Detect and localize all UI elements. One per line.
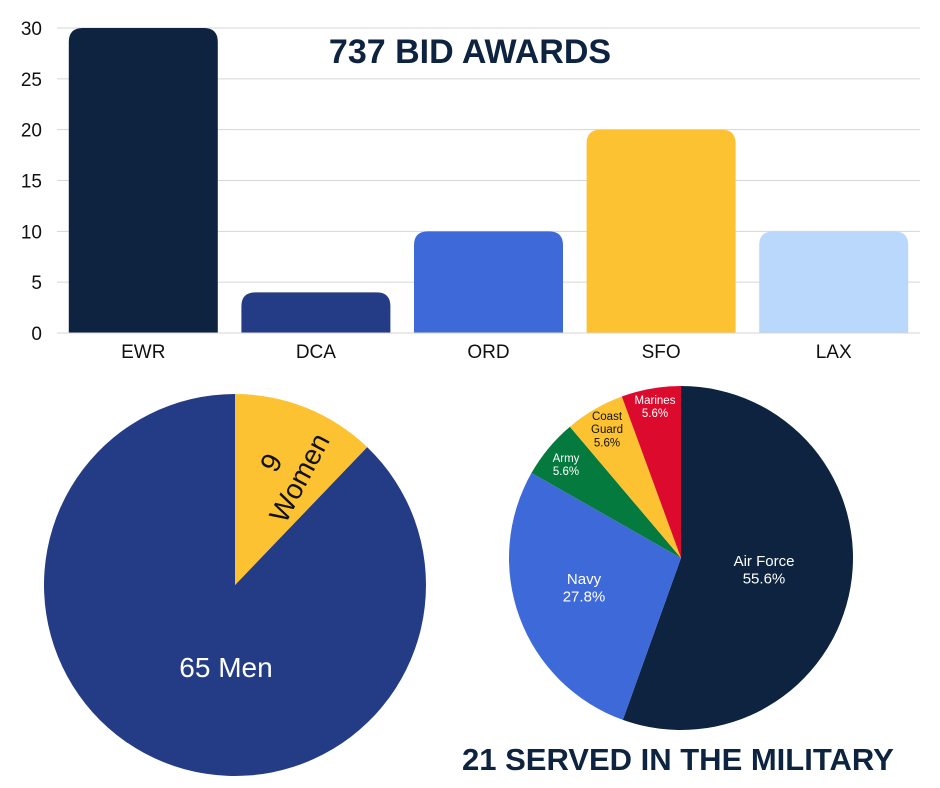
bar-sfo xyxy=(586,129,736,333)
bar-chart-title: 737 BID AWARDS xyxy=(329,33,611,71)
y-tick-label: 10 xyxy=(21,222,42,243)
bar-ewr xyxy=(68,28,218,333)
slice-label-navy: Navy 27.8% xyxy=(563,571,606,605)
bar-dca xyxy=(241,292,391,333)
y-tick-label: 25 xyxy=(21,70,42,91)
slice-label-coast-guard: Coast Guard 5.6% xyxy=(591,411,623,449)
slice-coast-guard xyxy=(569,396,681,558)
x-tick-label: SFO xyxy=(642,342,681,363)
military-caption: 21 SERVED IN THE MILITARY xyxy=(462,742,894,777)
y-tick-label: 15 xyxy=(21,172,42,193)
y-tick-label: 5 xyxy=(31,273,42,294)
bar-lax xyxy=(759,231,909,333)
x-tick-label: ORD xyxy=(467,342,509,363)
slice-navy xyxy=(509,472,681,720)
slice-air-force xyxy=(622,386,853,730)
slice-label-army: Army 5.6% xyxy=(553,453,580,478)
slice-men xyxy=(44,394,427,777)
x-tick-label: LAX xyxy=(816,342,852,363)
slice-marines xyxy=(621,386,681,558)
y-tick-label: 30 xyxy=(21,19,42,40)
slice-label-men: 65 Men xyxy=(179,652,272,683)
slice-army xyxy=(531,426,681,558)
slice-label-marines: Marines 5.6% xyxy=(635,395,676,420)
x-tick-label: EWR xyxy=(121,342,165,363)
slice-women xyxy=(235,394,368,585)
military-branch-pie-chart: Air Force 55.6% Navy 27.8% Army 5.6% Coast Guar… xyxy=(509,386,853,730)
y-tick-label: 0 xyxy=(31,324,42,345)
bar-ord xyxy=(414,231,563,333)
slice-label-air-force: Air Force 55.6% xyxy=(734,553,795,587)
bid-awards-bar-chart: 0 5 10 15 20 25 30 EWR DCA ORD SFO LAX xyxy=(21,19,920,363)
x-tick-label: DCA xyxy=(296,342,336,363)
y-tick-label: 20 xyxy=(21,121,42,142)
